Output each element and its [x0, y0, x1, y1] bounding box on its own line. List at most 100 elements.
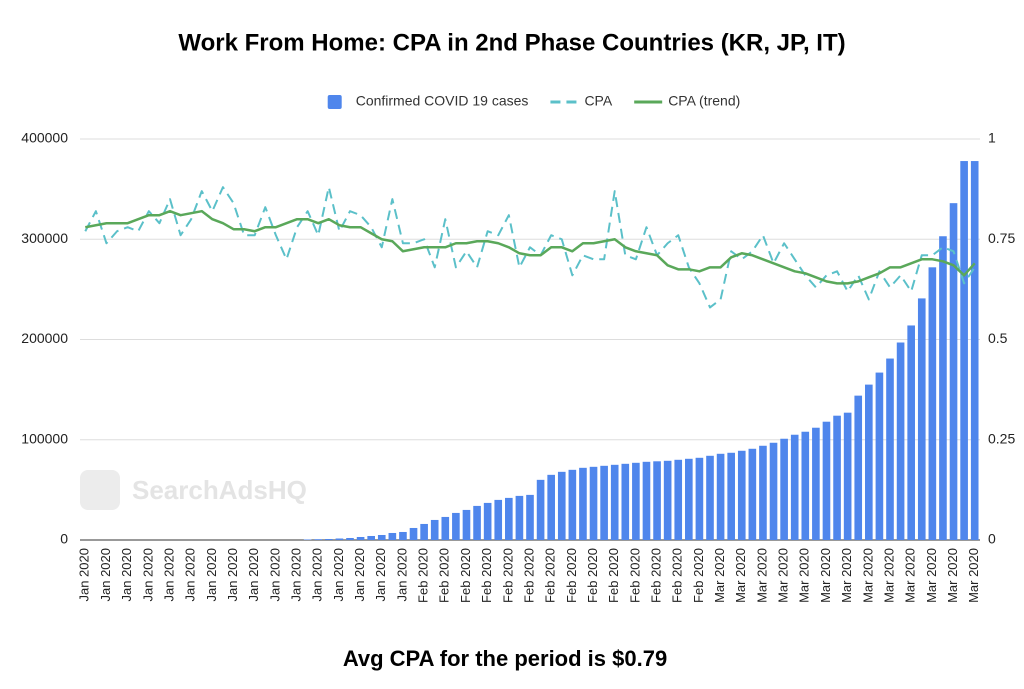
bar [896, 342, 905, 540]
bar [875, 372, 884, 540]
bar [388, 532, 397, 540]
legend-swatch [327, 95, 342, 109]
bar [716, 453, 725, 540]
x-tick-label: Feb 2020 [500, 548, 515, 603]
bar [314, 539, 323, 540]
x-tick-label: Jan 2020 [331, 548, 346, 602]
legend-label: CPA [584, 93, 612, 109]
bar [674, 459, 683, 540]
bar [812, 427, 820, 540]
x-tick-label: Jan 2020 [310, 548, 325, 602]
y2-tick-label: 1 [988, 130, 996, 146]
x-tick-label: Mar 2020 [903, 548, 918, 603]
bar [505, 497, 513, 540]
y-tick-label: 200000 [21, 330, 68, 346]
bar [579, 467, 587, 540]
bar [420, 523, 428, 540]
x-tick-label: Mar 2020 [797, 548, 812, 603]
bar [769, 442, 778, 540]
bar [748, 448, 757, 540]
bar [589, 466, 598, 540]
x-tick-label: Feb 2020 [670, 548, 685, 603]
bar [494, 499, 503, 540]
bar [621, 463, 630, 540]
x-tick-label: Feb 2020 [437, 548, 452, 603]
bar [939, 236, 947, 540]
bar [441, 516, 450, 540]
bar [833, 415, 841, 540]
bar [303, 539, 312, 540]
x-tick-label: Feb 2020 [479, 548, 494, 603]
x-tick-label: Mar 2020 [712, 548, 727, 603]
x-tick-label: Jan 2020 [288, 548, 303, 602]
x-tick-label: Feb 2020 [691, 548, 706, 603]
x-tick-label: Mar 2020 [839, 548, 854, 603]
y-tick-label: 100000 [21, 430, 68, 446]
x-tick-label: Jan 2020 [225, 548, 240, 602]
chart-title: Work From Home: CPA in 2nd Phase Countri… [178, 29, 845, 56]
bar [843, 412, 852, 540]
bar [452, 512, 460, 540]
bar [865, 384, 873, 540]
y2-tick-label: 0.5 [988, 330, 1008, 346]
bar [515, 495, 524, 540]
bar [907, 325, 915, 540]
bar [886, 358, 894, 540]
y2-tick-label: 0.75 [988, 230, 1015, 246]
bar [653, 461, 661, 540]
bar [367, 535, 375, 540]
x-tick-label: Feb 2020 [416, 548, 431, 603]
bar [790, 434, 799, 540]
x-tick-label: Feb 2020 [648, 548, 663, 603]
x-tick-label: Jan 2020 [183, 548, 198, 602]
bar [409, 527, 418, 540]
y-tick-label: 400000 [21, 130, 68, 146]
bar [473, 505, 481, 540]
legend: Confirmed COVID 19 cases CPA CPA (trend) [327, 93, 740, 109]
x-tick-label: Jan 2020 [77, 548, 92, 602]
legend-label: Confirmed COVID 19 cases [356, 93, 529, 109]
bar [536, 479, 545, 540]
x-tick-label: Mar 2020 [733, 548, 748, 603]
watermark-icon [80, 470, 120, 510]
bar [600, 465, 608, 540]
x-tick-label: Mar 2020 [924, 548, 939, 603]
x-tick-label: Jan 2020 [204, 548, 219, 602]
bar [822, 421, 831, 540]
bar [335, 538, 344, 540]
x-tick-label: Mar 2020 [860, 548, 875, 603]
legend-label: CPA (trend) [668, 93, 740, 109]
x-tick-label: Jan 2020 [161, 548, 176, 602]
bar [917, 298, 926, 540]
x-tick-label: Feb 2020 [458, 548, 473, 603]
x-tick-label: Jan 2020 [98, 548, 113, 602]
bar [430, 519, 439, 540]
x-tick-label: Jan 2020 [246, 548, 261, 602]
bar [663, 460, 672, 540]
x-tick-label: Mar 2020 [945, 548, 960, 603]
watermark: SearchAdsHQ [132, 475, 307, 505]
bar [928, 267, 937, 540]
bar [346, 537, 354, 540]
x-tick-label: Jan 2020 [267, 548, 282, 602]
bar [462, 509, 471, 540]
bar [610, 464, 619, 540]
y-tick-label: 0 [60, 531, 68, 547]
y-tick-label: 300000 [21, 230, 68, 246]
bar [356, 536, 365, 540]
y2-tick-label: 0 [988, 531, 996, 547]
x-tick-label: Feb 2020 [543, 548, 558, 603]
bar [695, 457, 704, 540]
bar [780, 438, 788, 540]
line [85, 209, 976, 285]
bar [483, 502, 492, 540]
bar [547, 474, 555, 540]
x-tick-label: Jan 2020 [394, 548, 409, 602]
x-tick-label: Feb 2020 [585, 548, 600, 603]
y2-tick-label: 0.25 [988, 430, 1015, 446]
x-tick-label: Jan 2020 [352, 548, 367, 602]
bar [526, 494, 534, 540]
x-tick-label: Feb 2020 [606, 548, 621, 603]
footnote: Avg CPA for the period is $0.79 [343, 646, 667, 671]
bar [568, 469, 577, 540]
